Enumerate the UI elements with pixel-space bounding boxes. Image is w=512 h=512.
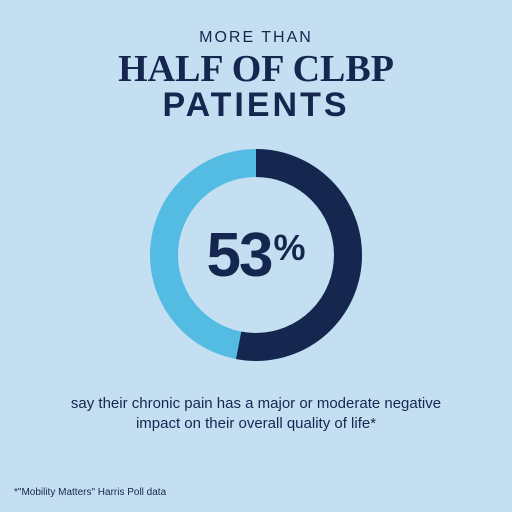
- donut-chart: 53 %: [141, 140, 371, 370]
- donut-value-number: 53: [207, 220, 272, 291]
- subtext: say their chronic pain has a major or mo…: [66, 394, 446, 435]
- source-footnote: *"Mobility Matters" Harris Poll data: [14, 487, 166, 498]
- headline-line-2: Half of CLBP: [118, 50, 394, 88]
- donut-percent-sign: %: [273, 227, 305, 269]
- donut-center: 53 %: [141, 140, 371, 370]
- headline-line-1: MORE THAN: [118, 30, 394, 46]
- headline: MORE THAN Half of CLBP PATIENTS: [118, 30, 394, 122]
- headline-line-3: PATIENTS: [118, 88, 394, 122]
